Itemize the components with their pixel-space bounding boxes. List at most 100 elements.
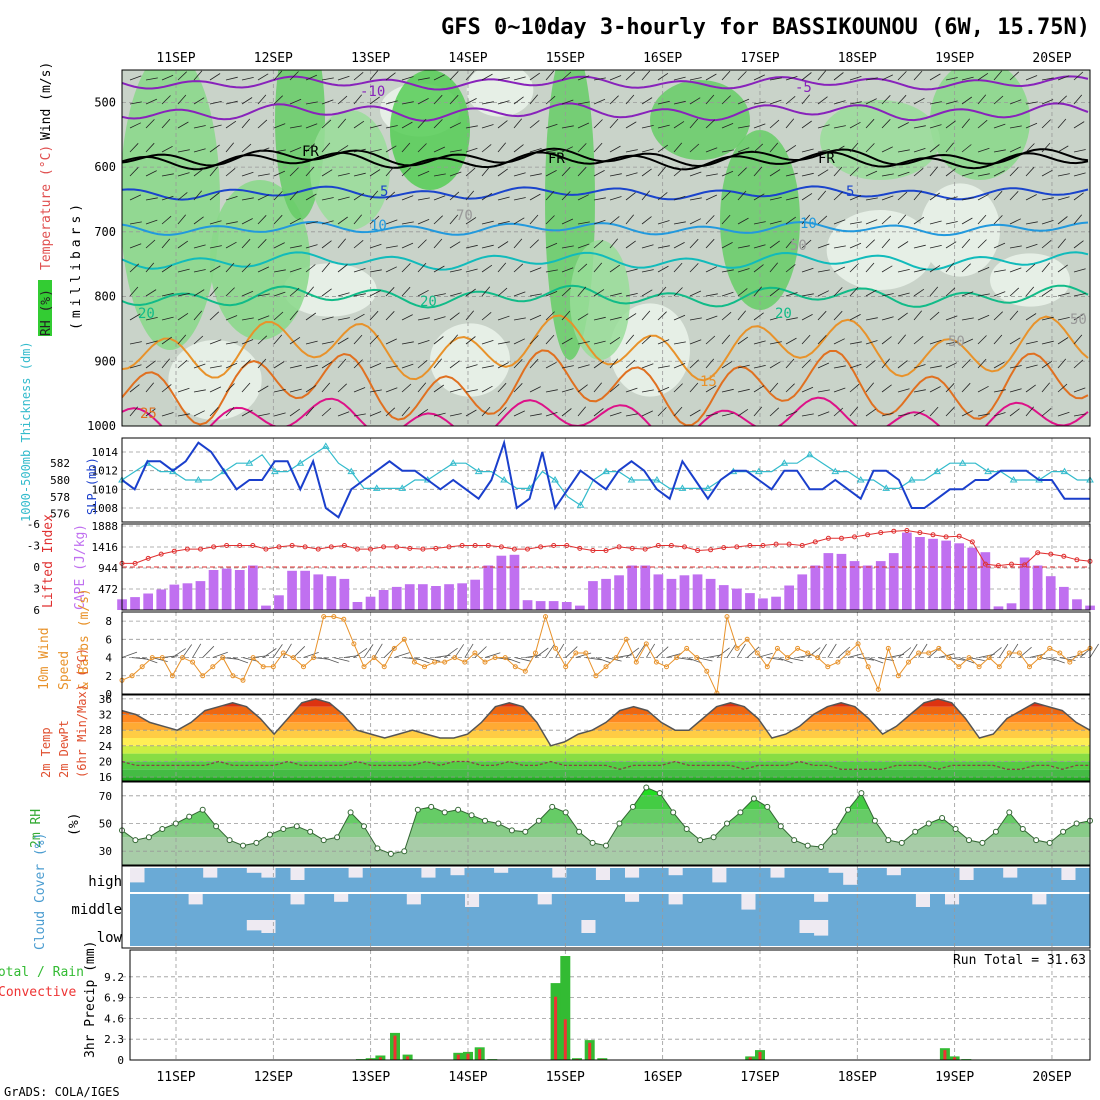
wind-barb <box>529 386 541 393</box>
cloud-block <box>871 920 887 946</box>
wind10m-point <box>290 655 296 661</box>
wind-barb <box>897 269 910 273</box>
wind10m-point <box>906 659 911 665</box>
wind-barb <box>673 242 685 249</box>
rh2m-point <box>885 837 892 844</box>
wind-barb <box>177 94 187 105</box>
wind-barb <box>641 190 651 201</box>
wind-barb <box>305 221 318 225</box>
cloud-block <box>944 904 960 920</box>
wind10m-barb <box>918 643 928 658</box>
wind-barb <box>705 147 718 153</box>
cape-bar <box>954 543 964 610</box>
rh2m-point <box>643 784 650 791</box>
wind-barb <box>545 311 555 321</box>
rh2m-point <box>898 839 905 846</box>
wind-barb <box>1073 293 1086 297</box>
wind-barb <box>689 263 699 273</box>
wind-barb <box>641 289 653 297</box>
day-label-top: 19SEP <box>935 51 974 66</box>
wind-tick: 4 <box>105 652 112 665</box>
ylabel-temperature: Temperature (°C) <box>39 145 54 270</box>
wind-barb <box>881 146 893 153</box>
wind-barb <box>1057 216 1068 225</box>
wind-barb <box>625 214 635 225</box>
wind-barb <box>673 142 683 153</box>
wind-barb <box>321 99 334 105</box>
cloud-block <box>377 894 393 920</box>
temp-band <box>122 777 1090 781</box>
cloud-block <box>668 904 684 920</box>
wind-barb <box>273 149 286 153</box>
li-point <box>852 534 857 540</box>
wind-barb <box>849 142 859 153</box>
wind10m-barb <box>212 651 228 658</box>
cape-bar <box>666 578 677 610</box>
wind-barb <box>801 413 814 417</box>
wind-barb <box>721 334 731 345</box>
cloud-block <box>1031 904 1047 920</box>
wind-barb <box>145 170 157 177</box>
wind-barb <box>769 119 780 129</box>
rh2m-point <box>777 823 784 830</box>
rh2m-point <box>414 806 421 813</box>
wind-barb <box>689 218 701 225</box>
wind-barb <box>417 197 430 201</box>
wind-barb <box>241 77 254 81</box>
ylabel-temp2m: 2m Temp 2m DewPt (6hr Min/Max) (°C) <box>39 648 89 778</box>
wind-barb <box>673 287 683 297</box>
thickness-point <box>780 459 789 466</box>
wind10m-barb <box>444 647 458 658</box>
wind10m-barb <box>272 644 283 658</box>
wind-barb <box>769 142 779 153</box>
ylabel-wind: Wind (m/s) <box>39 62 54 140</box>
thickness-point <box>296 459 305 466</box>
wind-barb <box>961 76 974 81</box>
wind-barb <box>257 119 268 129</box>
slp-tick: 1008 <box>92 502 119 515</box>
ylabel-millibars: (millibars) <box>69 200 84 330</box>
wind-barb <box>209 192 220 201</box>
cape-bar <box>888 553 899 610</box>
wind-barb <box>913 216 925 225</box>
wind-barb <box>705 385 717 393</box>
wind-barb <box>369 149 382 153</box>
li-point <box>655 543 661 548</box>
cape-bar <box>797 574 808 610</box>
wind-barb <box>657 265 669 273</box>
wind-barb <box>1073 94 1083 105</box>
cape-bar <box>1019 557 1030 610</box>
cape-bar <box>1006 603 1017 610</box>
wind-barb <box>433 195 446 201</box>
slp-tick: 1014 <box>92 446 119 459</box>
wind-barb <box>897 241 909 249</box>
wind-barb <box>177 312 189 321</box>
cloud-block <box>333 920 349 946</box>
wind-barb <box>657 365 670 369</box>
cloud-block <box>173 920 189 946</box>
wind10m-point <box>916 650 922 656</box>
wind-barb <box>433 412 446 417</box>
wind10m-point <box>210 664 216 670</box>
wind-barb <box>609 145 621 153</box>
wind-barb <box>993 149 1006 153</box>
wind10m-barb <box>827 643 837 658</box>
wind10m-barb <box>282 643 292 658</box>
wind-barb <box>209 311 220 321</box>
temp-tick: 28 <box>99 724 112 737</box>
wind-barb <box>305 364 318 369</box>
rh2m-point <box>603 842 609 849</box>
li-point <box>276 544 282 550</box>
rh-low-patch <box>466 70 534 117</box>
wind-barb <box>321 169 333 177</box>
wind10m-point <box>1077 650 1083 656</box>
day-label-bottom: 12SEP <box>254 1070 293 1085</box>
rh2m-point <box>428 803 435 810</box>
li-point <box>538 544 544 550</box>
wind-barb <box>193 289 205 297</box>
wind-barb <box>497 341 510 345</box>
temp-band <box>122 769 1090 778</box>
wind-barb <box>1057 264 1068 273</box>
